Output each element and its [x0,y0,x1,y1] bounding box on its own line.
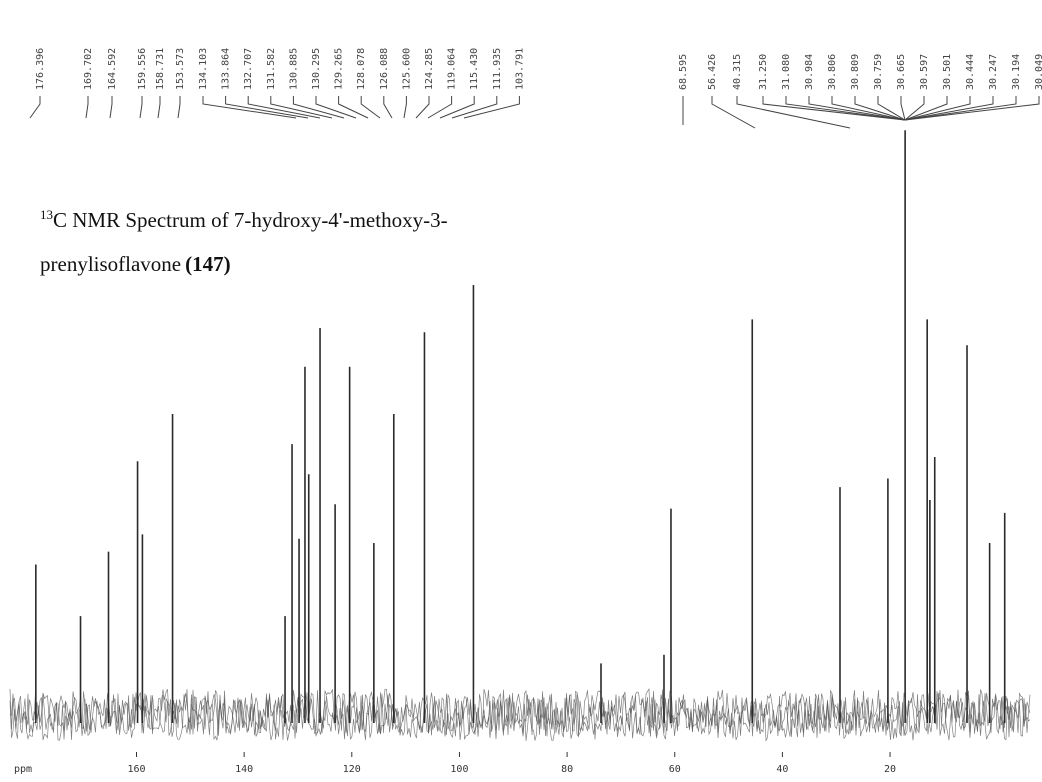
peak-label: 131.582 [266,48,277,90]
leader-line [762,96,906,121]
compound-number: (147) [185,252,231,276]
peak-label: 129.265 [334,48,345,90]
peak-label: 30.597 [919,54,930,90]
x-tick-label: 120 [343,764,361,775]
leader-line [157,96,161,119]
x-tick-label: 100 [450,764,468,775]
leader-line [360,96,381,119]
title-superscript: 13 [40,207,53,222]
title-block: 13C NMR Spectrum of 7-hydroxy-4'-methoxy… [40,207,448,276]
peak-label: 30.501 [942,54,953,90]
leader-line [904,96,971,121]
leader-line [315,96,357,119]
leader-line [785,96,906,121]
leader-line [338,96,369,119]
peak-label: 31.250 [758,54,769,90]
peak-label: 40.315 [732,54,743,90]
leader-line [29,96,41,119]
peak-label: 30.665 [896,54,907,90]
leader-line [904,96,1040,121]
peak-label: 103.791 [514,48,525,90]
peak-label: 30.194 [1011,54,1022,90]
leader-line [439,96,475,119]
peak-label: 119.064 [447,48,458,90]
leader-line [139,96,143,119]
leader-line [904,96,948,121]
peak-label: 169.702 [83,48,94,90]
peak-label: 30.049 [1034,54,1042,90]
peak-label: 130.295 [311,48,322,90]
baseline-noise [9,696,1031,742]
peak-label: 31.080 [781,54,792,90]
x-tick-label: 20 [884,764,896,775]
leader-line [736,96,851,129]
peak-label: 124.285 [424,48,435,90]
baseline-noise [9,692,1031,738]
peak-label: 125.600 [401,48,412,90]
peak-label: 30.809 [850,54,861,90]
leader-line [427,96,453,119]
peak-label: 158.731 [155,48,166,90]
peak-label: 126.088 [379,48,390,90]
leader-line [808,96,906,121]
leader-line [403,96,407,119]
peak-label: 130.885 [288,48,299,90]
leader-line [177,96,181,119]
peak-label: 164.592 [107,48,118,90]
peak-label: 30.247 [988,54,999,90]
peak-label: 30.984 [804,54,815,90]
title-text: C NMR Spectrum of 7-hydroxy-4'-methoxy-3… [53,208,448,232]
leader-line [85,96,89,119]
leader-line [831,96,906,121]
peak-label: 176.396 [35,48,46,90]
leader-line [877,96,906,121]
leader-line [415,96,430,119]
peak-label: 56.426 [707,54,718,90]
leader-line [383,96,393,119]
peak-label: 134.103 [198,48,209,90]
peak-label: 132.707 [243,48,254,90]
leader-line [463,96,520,119]
x-tick-label: 80 [561,764,573,775]
peak-label: 68.595 [678,54,689,90]
title: 13C NMR Spectrum of 7-hydroxy-4'-methoxy… [40,207,448,232]
x-tick-label: 40 [776,764,788,775]
leader-line [225,96,309,119]
peak-label: 153.573 [175,48,186,90]
peak-label: 111.935 [492,48,503,90]
leader-line [711,96,756,129]
x-axis-label: ppm [14,764,32,775]
leader-line [904,96,1017,121]
peak-label: 30.806 [827,54,838,90]
leader-line [109,96,113,119]
leader-line [451,96,498,119]
leader-line [900,96,906,121]
x-tick-label: 160 [127,764,145,775]
leader-line [270,96,333,119]
x-tick-label: 60 [669,764,681,775]
x-tick-label: 140 [235,764,253,775]
leader-line [247,96,321,119]
peak-label: 115.430 [469,48,480,90]
leader-line [904,96,925,121]
title-line2-text: prenylisoflavone [40,252,181,276]
peak-label: 159.556 [137,48,148,90]
peak-label: 128.078 [356,48,367,90]
leader-line [854,96,906,121]
leader-line [904,96,994,121]
peak-label: 133.864 [221,48,232,90]
peak-label: 30.759 [873,54,884,90]
leader-line [292,96,345,119]
leader-line [202,96,297,119]
peak-label: 30.444 [965,54,976,90]
title-line2: prenylisoflavone (147) [40,252,231,276]
